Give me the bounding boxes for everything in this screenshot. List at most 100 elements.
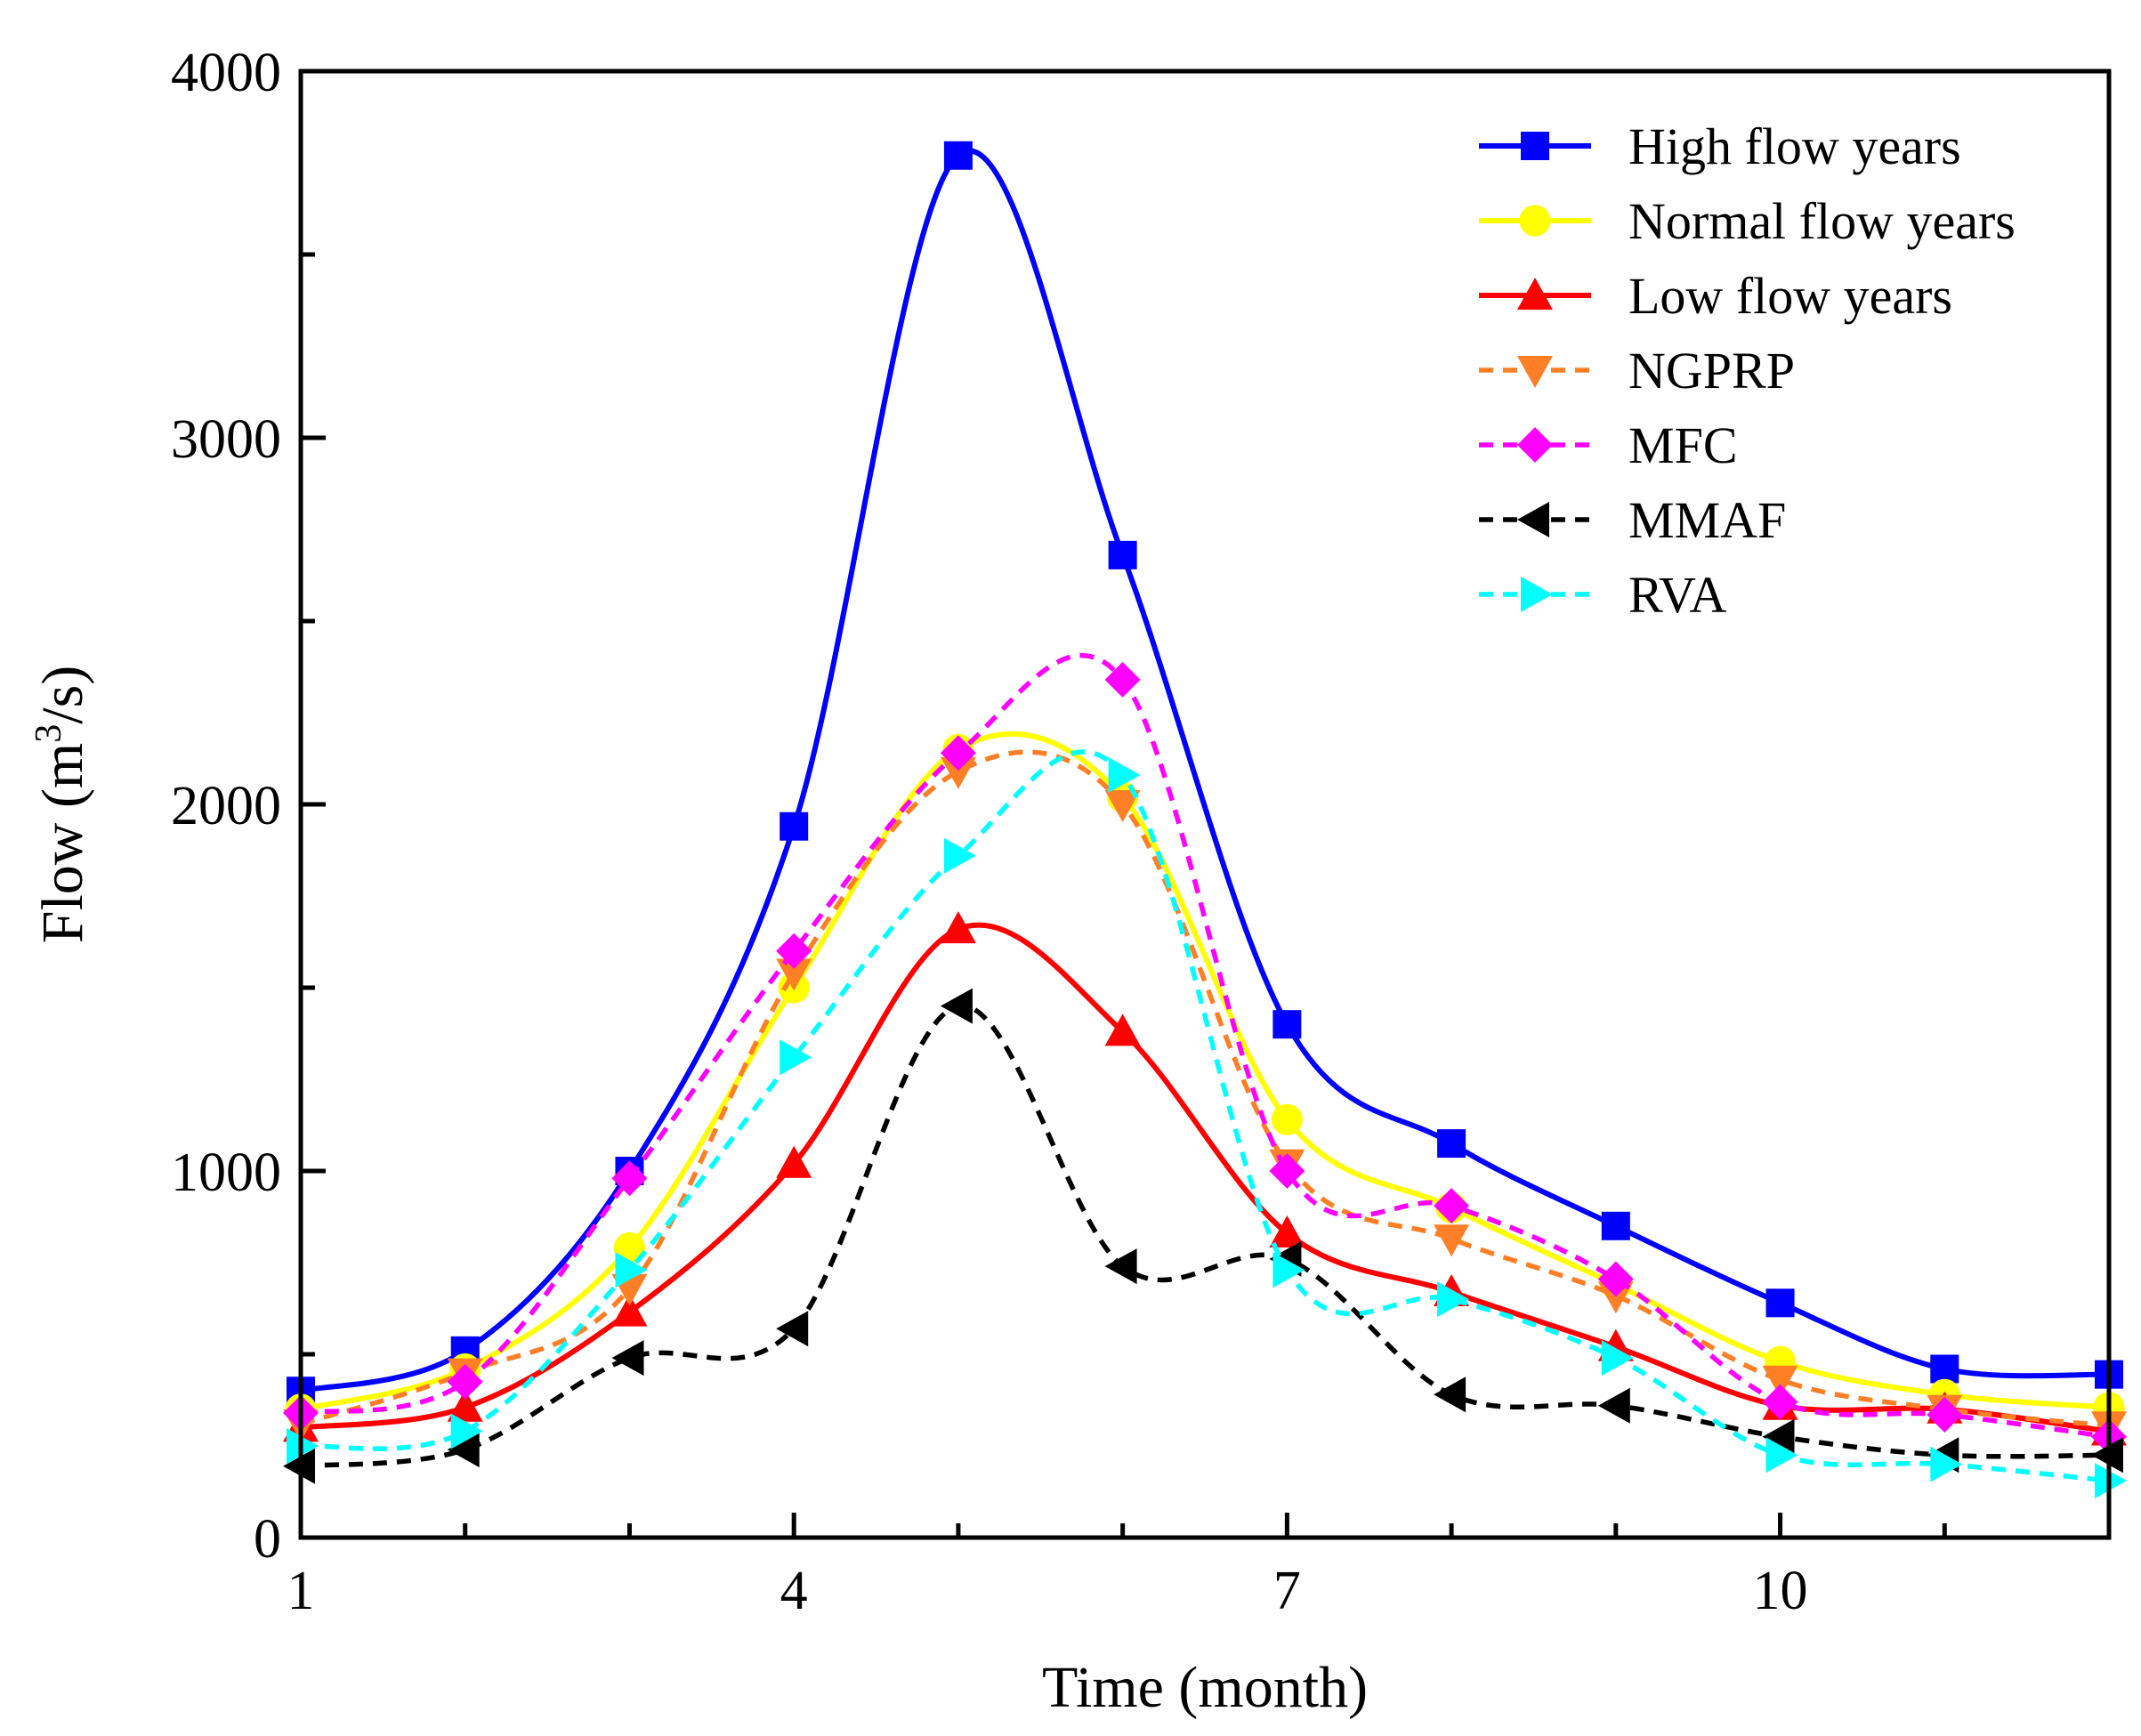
x-tick-label: 1 bbox=[287, 1561, 315, 1621]
data-point-ngprp bbox=[1434, 1224, 1470, 1257]
data-point-ngprp bbox=[1762, 1365, 1798, 1398]
data-point-ngprp bbox=[1104, 790, 1141, 822]
y-axis-title-sup: 3 bbox=[28, 724, 69, 743]
data-point-mmaf bbox=[611, 1340, 644, 1377]
data-point-mmaf bbox=[447, 1432, 480, 1468]
y-axis-title-pre: Flow (m bbox=[30, 743, 95, 944]
legend-item-ngprp: NGPRP bbox=[1479, 342, 1795, 400]
data-point-rva bbox=[1930, 1446, 1963, 1482]
legend-marker-low-flow-years bbox=[1517, 278, 1553, 310]
x-tick-label: 4 bbox=[780, 1561, 808, 1621]
legend-label-ngprp: NGPRP bbox=[1628, 342, 1795, 400]
legend-label-normal-flow-years: Normal flow years bbox=[1628, 192, 2016, 250]
legend-item-mmaf: MMAF bbox=[1479, 491, 1786, 549]
data-point-low-flow-years bbox=[1104, 1013, 1141, 1046]
data-point-mmaf bbox=[776, 1311, 809, 1347]
series-layer bbox=[283, 141, 2127, 1499]
legend-item-normal-flow-years: Normal flow years bbox=[1479, 192, 2016, 250]
data-point-mmaf bbox=[1597, 1387, 1630, 1424]
y-axis-title-post: /s) bbox=[30, 666, 95, 724]
data-point-mfc bbox=[447, 1363, 483, 1400]
series-line-low-flow-years bbox=[300, 922, 2110, 1434]
plot-frame bbox=[298, 69, 2112, 1540]
data-point-mfc bbox=[1434, 1188, 1470, 1224]
legend-label-mmaf: MMAF bbox=[1628, 491, 1786, 549]
data-point-mmaf bbox=[1762, 1418, 1795, 1455]
legend-label-low-flow-years: Low flow years bbox=[1628, 267, 1952, 325]
legend-label-high-flow-years: High flow years bbox=[1628, 117, 1961, 175]
series-line-rva bbox=[300, 749, 2110, 1483]
legend-item-low-flow-years: Low flow years bbox=[1479, 267, 1952, 325]
data-point-low-flow-years bbox=[1269, 1215, 1305, 1247]
legend: High flow years Normal flow years Low flow… bbox=[1479, 117, 2016, 624]
data-point-mmaf bbox=[1104, 1248, 1137, 1285]
data-point-mfc bbox=[1762, 1384, 1798, 1420]
legend-marker-rva bbox=[1521, 577, 1553, 612]
data-point-mmaf bbox=[1434, 1377, 1466, 1413]
data-point-low-flow-years bbox=[611, 1294, 648, 1327]
data-point-mmaf bbox=[940, 988, 973, 1024]
legend-marker-mmaf bbox=[1517, 502, 1549, 537]
series-line-mfc bbox=[300, 653, 2110, 1440]
data-point-high-flow-years bbox=[1601, 1211, 1630, 1240]
data-point-mfc bbox=[1104, 661, 1141, 698]
series-line-normal-flow-years bbox=[300, 731, 2110, 1412]
y-tick-label: 3000 bbox=[171, 409, 281, 470]
data-point-rva bbox=[1437, 1281, 1470, 1318]
data-point-mfc bbox=[611, 1160, 648, 1197]
data-point-high-flow-years bbox=[1930, 1354, 1959, 1384]
series-low-flow-years bbox=[283, 911, 2127, 1446]
data-point-low-flow-years bbox=[940, 911, 976, 944]
data-point-rva bbox=[943, 837, 976, 874]
data-point-normal-flow-years bbox=[1271, 1103, 1303, 1135]
data-point-high-flow-years bbox=[1765, 1288, 1795, 1318]
data-point-low-flow-years bbox=[447, 1389, 483, 1422]
legend-marker-high-flow-years bbox=[1521, 132, 1549, 160]
data-point-rva bbox=[1272, 1252, 1305, 1288]
data-point-high-flow-years bbox=[1437, 1129, 1466, 1159]
data-point-high-flow-years bbox=[1108, 540, 1137, 569]
data-point-rva bbox=[780, 1039, 812, 1076]
series-rva bbox=[287, 749, 2127, 1499]
y-tick-label: 2000 bbox=[171, 776, 281, 836]
data-point-rva bbox=[1108, 757, 1141, 793]
data-point-rva bbox=[1765, 1437, 1798, 1474]
data-point-mfc bbox=[940, 735, 976, 771]
y-tick-label: 4000 bbox=[171, 43, 281, 103]
legend-marker-mfc bbox=[1517, 427, 1553, 463]
data-point-mfc bbox=[1269, 1153, 1305, 1189]
x-axis-title: Time (month) bbox=[1042, 1655, 1368, 1720]
data-point-ngprp bbox=[776, 958, 812, 991]
data-point-rva bbox=[1601, 1340, 1634, 1377]
data-point-rva bbox=[450, 1413, 483, 1449]
y-tick-label: 0 bbox=[254, 1509, 281, 1570]
x-tick-label: 10 bbox=[1753, 1561, 1808, 1621]
series-line-ngprp bbox=[300, 749, 2110, 1429]
data-point-mfc bbox=[776, 933, 812, 969]
tick-labels: 1 4 7 10 0 1000 2000 3000 4000 bbox=[171, 43, 1808, 1621]
data-point-low-flow-years bbox=[776, 1145, 812, 1178]
series-high-flow-years bbox=[287, 141, 2123, 1406]
legend-item-mfc: MFC bbox=[1479, 416, 1738, 474]
data-point-mfc bbox=[1927, 1397, 1963, 1433]
legend-marker-ngprp bbox=[1517, 356, 1553, 388]
data-point-high-flow-years bbox=[1272, 1010, 1302, 1039]
x-tick-label: 7 bbox=[1273, 1561, 1301, 1621]
legend-label-mfc: MFC bbox=[1628, 416, 1738, 474]
series-normal-flow-years bbox=[285, 731, 2125, 1425]
legend-item-rva: RVA bbox=[1479, 566, 1726, 624]
data-point-mfc bbox=[1597, 1261, 1634, 1297]
data-point-ngprp bbox=[940, 756, 976, 789]
series-mfc bbox=[283, 653, 2127, 1455]
series-ngprp bbox=[283, 749, 2127, 1444]
data-point-ngprp bbox=[1597, 1281, 1634, 1314]
legend-item-high-flow-years: High flow years bbox=[1479, 117, 1961, 175]
y-tick-label: 1000 bbox=[171, 1143, 281, 1203]
series-line-high-flow-years bbox=[300, 148, 2110, 1394]
legend-marker-normal-flow-years bbox=[1519, 205, 1551, 237]
legend-label-rva: RVA bbox=[1628, 566, 1726, 624]
data-point-high-flow-years bbox=[780, 811, 809, 841]
y-axis-title: Flow (m3/s) bbox=[28, 666, 95, 944]
data-point-rva bbox=[615, 1252, 648, 1288]
